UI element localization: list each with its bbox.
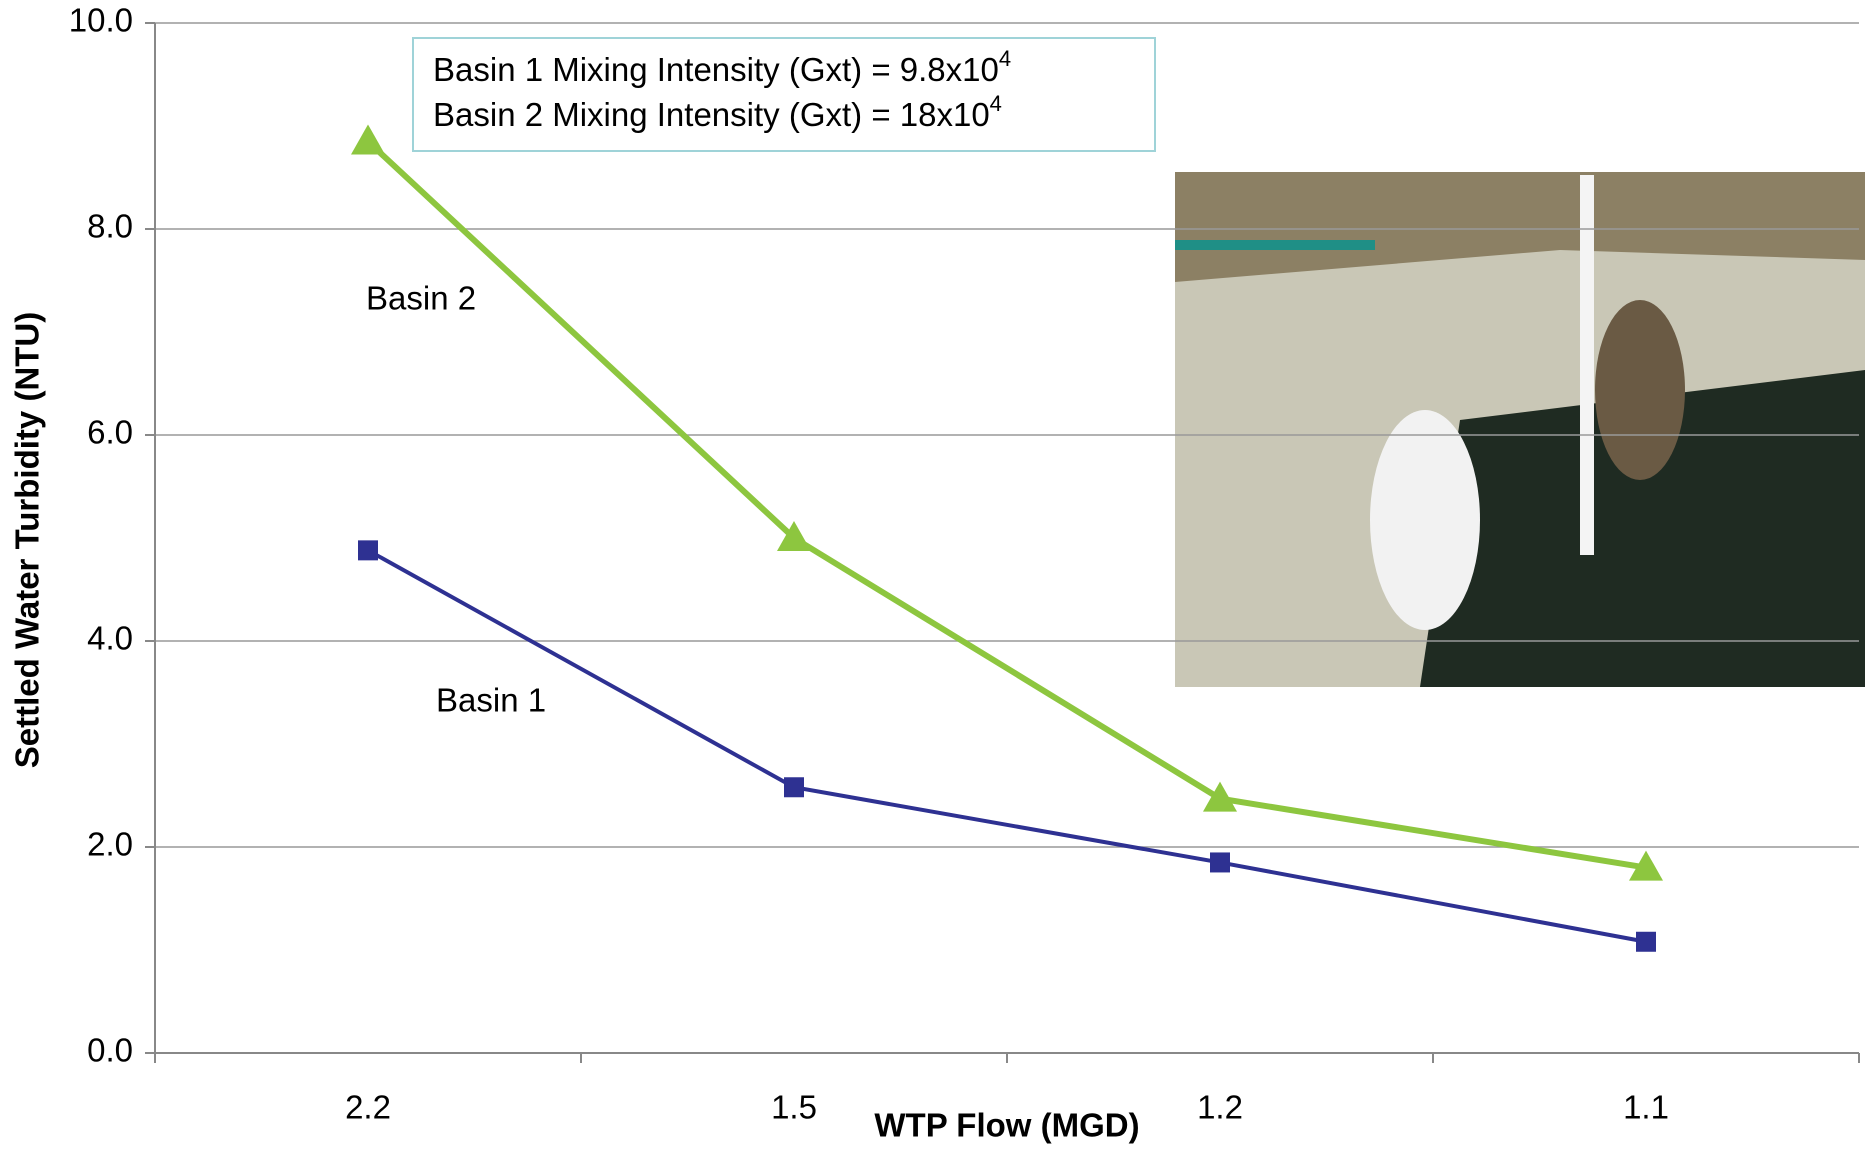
y-tick-label: 8.0 [87,208,133,245]
marker [1636,932,1656,952]
series-label: Basin 2 [366,280,476,317]
annotation: Basin 2 Mixing Intensity (Gxt) = 18x104 [433,91,1002,133]
y-tick-label: 0.0 [87,1032,133,1069]
y-axis-label: Settled Water Turbidity (NTU) [9,312,46,769]
series-label: Basin 1 [436,682,546,719]
annotation: Basin 1 Mixing Intensity (Gxt) = 9.8x104 [433,46,1011,88]
y-tick-label: 4.0 [87,620,133,657]
annotation-text: Basin 1 Mixing Intensity (Gxt) = 9.8x10 [433,51,999,88]
x-tick-label: 1.1 [1623,1089,1669,1126]
photo-pole [1580,175,1594,555]
marker [1203,782,1237,812]
y-tick-label: 2.0 [87,826,133,863]
annotation-text: Basin 2 Mixing Intensity (Gxt) = 18x10 [433,96,990,133]
photo-rail [1175,240,1375,250]
page: WTP Flow (MGD) Settled Water Turbidity (… [0,0,1867,1150]
y-tick-label: 6.0 [87,414,133,451]
x-tick-label: 2.2 [345,1089,391,1126]
photo [1175,172,1865,687]
x-tick-label: 1.2 [1197,1089,1243,1126]
annotation-sup: 4 [999,46,1011,71]
marker [784,777,804,797]
marker [1210,852,1230,872]
marker [358,540,378,560]
y-tick-label: 10.0 [69,2,133,39]
chart: WTP Flow (MGD) Settled Water Turbidity (… [0,0,1867,1150]
x-axis-label: WTP Flow (MGD) [874,1107,1139,1144]
annotation-sup: 4 [990,91,1002,116]
photo-person [1595,300,1685,480]
photo-person [1370,410,1480,630]
x-tick-label: 1.5 [771,1089,817,1126]
marker [351,124,385,154]
